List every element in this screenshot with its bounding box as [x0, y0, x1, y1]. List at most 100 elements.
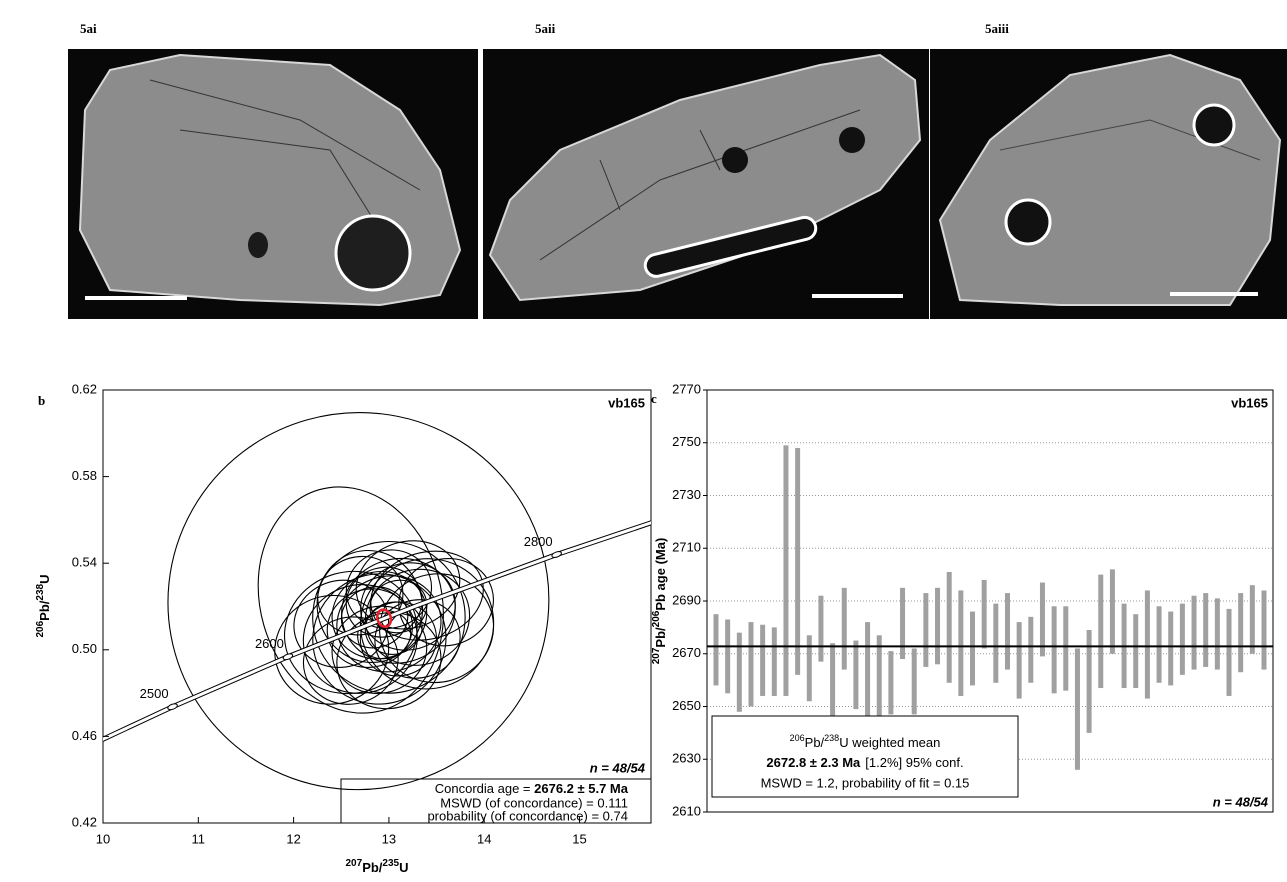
result-line: 2672.8 ± 2.3 Ma [1.2%] 95% conf.	[766, 755, 963, 770]
y-tick-label: 0.50	[72, 641, 97, 656]
age-range-bar	[935, 588, 940, 664]
age-marker	[282, 653, 293, 661]
age-range-bar	[947, 572, 952, 683]
y-tick-label: 2750	[672, 434, 701, 449]
age-range-bar	[1145, 590, 1150, 698]
age-range-bar	[807, 635, 812, 701]
age-range-bar	[1075, 648, 1080, 769]
y-tick-label: 0.54	[72, 555, 97, 570]
label-part: 238	[35, 583, 46, 600]
age-marker	[551, 550, 562, 558]
label-part: 206	[790, 733, 805, 743]
label-part: Pb age (Ma)	[653, 538, 668, 611]
age-range-bar	[1262, 590, 1267, 669]
age-range-bar	[772, 627, 777, 696]
x-tick-label: 13	[382, 831, 396, 846]
age-range-bar	[1250, 585, 1255, 654]
label-part: 207	[651, 647, 662, 664]
age-range-bar	[818, 596, 823, 662]
y-tick-label: 0.42	[72, 814, 97, 829]
label-part: 207	[346, 858, 363, 869]
age-range-bar	[1180, 604, 1185, 675]
age-range-bar	[1017, 622, 1022, 698]
sample-name: vb165	[1231, 395, 1268, 410]
age-range-bar	[737, 633, 742, 712]
age-range-bar	[888, 651, 893, 714]
label-part: Pb/	[653, 627, 668, 648]
label-part: 235	[382, 858, 399, 869]
age-range-bar	[1028, 617, 1033, 683]
y-tick-label: 0.58	[72, 468, 97, 483]
age-range-bar	[842, 588, 847, 670]
x-tick-label: 15	[572, 831, 586, 846]
y-tick-label: 0.62	[72, 381, 97, 396]
age-range-bar	[748, 622, 753, 706]
result-line: probability (of concordance) = 0.74	[427, 808, 628, 823]
age-range-bar	[1168, 612, 1173, 686]
age-range-bar	[760, 625, 765, 696]
age-range-bar	[923, 593, 928, 667]
age-range-bar	[1005, 593, 1010, 669]
y-tick-label: 2690	[672, 592, 701, 607]
age-range-bar	[1063, 606, 1068, 690]
y-tick-label: 2610	[672, 803, 701, 818]
age-range-bar	[1098, 575, 1103, 688]
label-part: U	[399, 860, 408, 875]
result-line: Concordia age = 2676.2 ± 5.7 Ma	[435, 781, 629, 796]
result-value: 2672.8 ± 2.3 Ma	[766, 755, 861, 770]
zircon-image-2	[483, 49, 929, 319]
concordia-band	[68, 502, 712, 755]
result-label: Concordia age =	[435, 781, 534, 796]
result-line: 206Pb/238U weighted mean	[790, 733, 941, 750]
y-axis-label: 207Pb/206Pb age (Ma)	[651, 538, 668, 665]
age-range-bar	[1203, 593, 1208, 667]
age-range-bar	[970, 612, 975, 686]
age-marker	[167, 703, 178, 711]
result-rest: [1.2%] 95% conf.	[865, 755, 963, 770]
y-tick-label: 2770	[672, 381, 701, 396]
n-label: n = 48/54	[590, 760, 646, 775]
y-tick-label: 2730	[672, 487, 701, 502]
age-range-bar	[1227, 609, 1232, 696]
panel-label: 5aii	[535, 21, 556, 36]
figure: 5ai 5aii 5aiii b c 207Pb/235U 206Pb/238U…	[0, 0, 1287, 882]
result-value: 2676.2 ± 5.7 Ma	[534, 781, 629, 796]
age-label: 2500	[140, 686, 169, 701]
age-range-bar	[1133, 614, 1138, 688]
age-range-bar	[993, 604, 998, 683]
x-axis-label: 207Pb/235U	[346, 858, 409, 875]
sample-name: vb165	[608, 395, 645, 410]
label-part: U	[37, 575, 52, 584]
age-range-bar	[714, 614, 719, 685]
x-tick-label: 12	[286, 831, 300, 846]
age-range-bar	[1110, 569, 1115, 653]
age-range-bar	[783, 445, 788, 696]
y-tick-label: 2670	[672, 645, 701, 660]
age-label: 2600	[255, 636, 284, 651]
y-tick-label: 2650	[672, 698, 701, 713]
n-label: n = 48/54	[1213, 794, 1269, 809]
age-range-bar	[982, 580, 987, 649]
age-range-bar	[1157, 606, 1162, 682]
panel-label: b	[38, 393, 45, 408]
age-range-bar	[853, 641, 858, 710]
age-label: 2800	[524, 534, 553, 549]
age-range-bar	[900, 588, 905, 659]
y-axis-label: 206Pb/238U	[35, 575, 52, 638]
age-range-bar	[1040, 583, 1045, 657]
age-range-bar	[877, 635, 882, 722]
zircon-image-1	[68, 49, 478, 319]
x-tick-label: 10	[96, 831, 110, 846]
label-part: Pb/	[37, 600, 52, 621]
x-tick-label: 14	[477, 831, 491, 846]
label-part: Pb/	[805, 735, 825, 750]
label-part: U weighted mean	[839, 735, 940, 750]
label-part: 206	[35, 620, 46, 637]
label-part: 238	[824, 733, 839, 743]
x-tick-label: 11	[192, 831, 206, 846]
age-range-bar	[865, 622, 870, 717]
label-part: 206	[651, 610, 662, 627]
y-tick-label: 2710	[672, 540, 701, 555]
label-part: Pb/	[362, 860, 383, 875]
age-range-bar	[912, 648, 917, 714]
